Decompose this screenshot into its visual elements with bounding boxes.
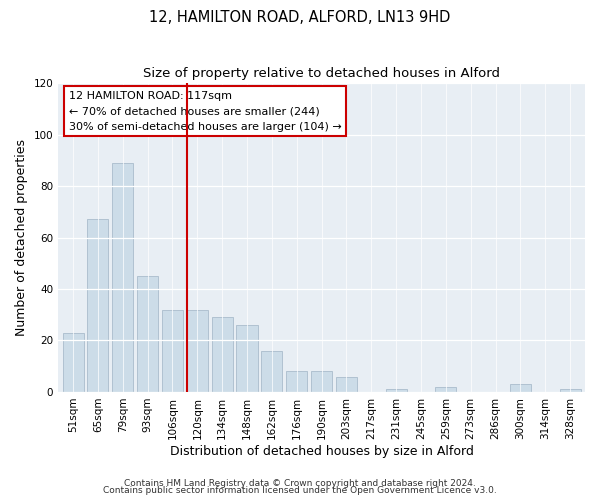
Bar (510, 384, 531, 392)
Bar (187, 310, 208, 392)
Bar (286, 372, 307, 392)
Y-axis label: Number of detached properties: Number of detached properties (15, 139, 28, 336)
Title: Size of property relative to detached houses in Alford: Size of property relative to detached ho… (143, 68, 500, 80)
Bar (112, 163, 133, 392)
Bar (236, 325, 257, 392)
Bar (311, 372, 332, 392)
Bar (62, 333, 83, 392)
Text: Contains public sector information licensed under the Open Government Licence v3: Contains public sector information licen… (103, 486, 497, 495)
Text: Contains HM Land Registry data © Crown copyright and database right 2024.: Contains HM Land Registry data © Crown c… (124, 478, 476, 488)
Text: 12 HAMILTON ROAD: 117sqm
← 70% of detached houses are smaller (244)
30% of semi-: 12 HAMILTON ROAD: 117sqm ← 70% of detach… (69, 91, 341, 132)
Bar (262, 351, 283, 392)
Bar (137, 276, 158, 392)
Text: 12, HAMILTON ROAD, ALFORD, LN13 9HD: 12, HAMILTON ROAD, ALFORD, LN13 9HD (149, 10, 451, 25)
Bar (560, 390, 581, 392)
Bar (88, 220, 109, 392)
Bar (162, 310, 183, 392)
Bar (336, 376, 357, 392)
Bar (386, 390, 407, 392)
X-axis label: Distribution of detached houses by size in Alford: Distribution of detached houses by size … (170, 444, 473, 458)
Bar (212, 318, 233, 392)
Bar (435, 387, 457, 392)
